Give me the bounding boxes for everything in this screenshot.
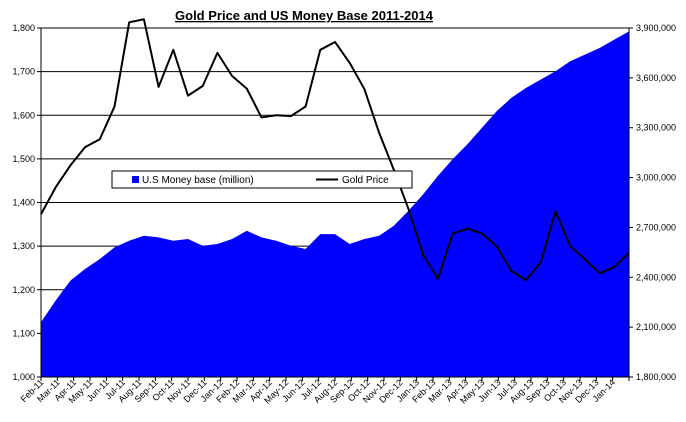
gold-price-line-layer — [40, 18, 630, 282]
right-tick-label: 3,300,000 — [636, 123, 676, 133]
left-tick-label: 1,500 — [12, 154, 35, 164]
right-tick-label: 2,700,000 — [636, 222, 676, 232]
left-tick-label: 1,700 — [12, 67, 35, 77]
legend-box — [111, 170, 413, 189]
left-tick-label: 1,800 — [12, 23, 35, 33]
right-tick-label: 2,100,000 — [636, 322, 676, 332]
legend: U.S Money base (million) Gold Price — [111, 170, 413, 189]
left-tick-label: 1,000 — [12, 372, 35, 382]
left-tick-label: 1,600 — [12, 110, 35, 120]
legend-label-money-base: U.S Money base (million) — [142, 175, 254, 186]
gold-price-line — [40, 18, 630, 282]
right-tick-label: 3,000,000 — [636, 173, 676, 183]
legend-swatch-money-base — [132, 176, 139, 183]
money-base-area — [41, 31, 629, 377]
x-axis: Feb-11Mar-11Apr-11May-11Jun-11Jul-11Aug-… — [19, 377, 630, 406]
left-tick-label: 1,200 — [12, 285, 35, 295]
right-tick-label: 2,400,000 — [636, 272, 676, 282]
right-tick-label: 3,900,000 — [636, 23, 676, 33]
left-axis: 1,000 1,100 1,200 1,300 1,400 1,500 1,600 1,700… — [12, 23, 41, 382]
money-base-area-layer — [41, 31, 629, 377]
right-axis: 1,800,000 2,100,000 2,400,000 2,700,000 3,00… — [629, 23, 676, 382]
legend-label-gold-price: Gold Price — [342, 175, 389, 186]
chart-title: Gold Price and US Money Base 2011-2014 — [175, 8, 434, 23]
left-tick-label: 1,300 — [12, 241, 35, 251]
left-tick-label: 1,400 — [12, 198, 35, 208]
right-tick-label: 3,600,000 — [636, 73, 676, 83]
right-tick-label: 1,800,000 — [636, 372, 676, 382]
left-tick-label: 1,100 — [12, 328, 35, 338]
